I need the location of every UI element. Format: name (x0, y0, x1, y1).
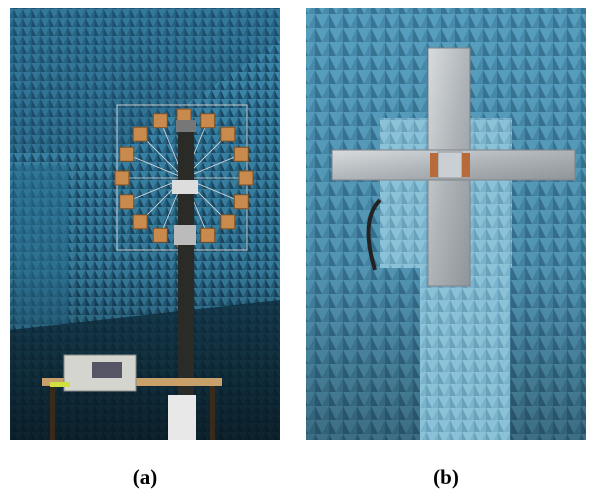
antenna-element (152, 113, 168, 129)
antenna-element (233, 194, 249, 210)
antenna-element (220, 214, 236, 230)
antenna-element (132, 126, 148, 142)
antenna-element (114, 170, 130, 186)
photo-b (306, 8, 586, 440)
antenna-element (152, 227, 168, 243)
antenna-element (200, 113, 216, 129)
antenna-element (220, 126, 236, 142)
antenna-element (233, 146, 249, 162)
antenna-element (200, 227, 216, 243)
caption-a: (a) (133, 465, 158, 489)
photo-a (10, 8, 280, 440)
antenna-element (119, 146, 135, 162)
antenna-element (132, 214, 148, 230)
antenna-element (238, 170, 254, 186)
cable (126, 153, 185, 179)
caption-b: (b) (433, 465, 459, 489)
antenna-element (119, 194, 135, 210)
